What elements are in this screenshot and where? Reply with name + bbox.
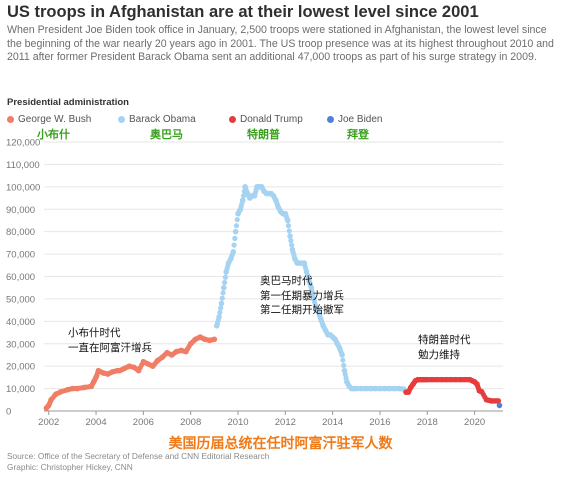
chart-subtitle: When President Joe Biden took office in … — [7, 24, 554, 64]
annotation-trump-line-1: 特朗普时代 — [418, 334, 471, 346]
legend-cn-trump: 特朗普 — [247, 129, 280, 141]
series-donald-trump — [403, 376, 502, 404]
grid-lines — [44, 141, 503, 412]
y-tick-label: 120,000 — [6, 138, 40, 149]
annotation-bush: 小布什时代 一直在阿富汗增兵 — [68, 326, 152, 355]
y-tick-label: 30,000 — [6, 339, 35, 350]
data-point-trail — [218, 305, 224, 311]
y-tick-label: 0 — [6, 407, 11, 418]
annotation-obama-line-2: 第一任期暴力增兵 — [260, 289, 344, 302]
data-point — [230, 249, 237, 255]
legend-dot-biden — [327, 116, 334, 123]
data-point — [211, 336, 218, 343]
x-tick-label: 2014 — [322, 417, 343, 428]
x-tick-label: 2020 — [464, 417, 485, 428]
legend: George W. Bush Barack Obama Donald Trump… — [7, 114, 557, 128]
data-point-trail — [222, 279, 228, 286]
legend-label-obama: Barack Obama — [129, 114, 196, 125]
graphic-credit: Graphic: Christopher Hickey, CNN — [7, 461, 133, 472]
data-point-trail — [234, 217, 240, 223]
y-tick-label: 100,000 — [6, 182, 40, 193]
legend-dot-trump — [229, 116, 236, 123]
annotation-obama-line-3: 第二任期开始撤军 — [260, 304, 344, 316]
x-tick-label: 2006 — [133, 417, 154, 428]
series-joe-biden — [496, 402, 503, 409]
y-tick-label: 20,000 — [6, 362, 35, 373]
y-tick-label: 60,000 — [6, 272, 35, 283]
legend-item-obama: Barack Obama — [118, 114, 196, 125]
data-point — [232, 228, 239, 235]
legend-title: Presidential administration — [7, 97, 129, 108]
legend-dot-bush — [7, 116, 14, 123]
legend-item-bush: George W. Bush — [7, 114, 91, 125]
data-point-trail — [285, 223, 292, 229]
x-tick-label: 2004 — [85, 417, 106, 428]
data-point — [216, 314, 222, 320]
x-tick-label: 2018 — [417, 417, 438, 428]
legend-label-trump: Donald Trump — [240, 114, 303, 125]
annotation-bush-line-1: 小布什时代 — [68, 327, 121, 339]
y-tick-label: 110,000 — [6, 160, 40, 171]
annotation-obama: 奥巴马时代 第一任期暴力增兵 第二任期开始撤军 — [260, 274, 344, 318]
data-point — [496, 402, 503, 409]
y-tick-label: 10,000 — [6, 384, 35, 395]
legend-cn-obama: 奥巴马 — [150, 129, 183, 141]
series-barack-obama — [213, 184, 407, 392]
legend-label-biden: Joe Biden — [338, 114, 383, 125]
legend-cn-bush: 小布什 — [37, 129, 70, 141]
data-point-trail — [232, 235, 238, 241]
legend-label-bush: George W. Bush — [18, 114, 92, 125]
data-point — [284, 217, 291, 224]
x-axis-ticks: 2002 2004 2006 2008 2010 2012 2014 2016 2018 2020 — [38, 411, 485, 428]
data-point — [339, 352, 345, 358]
annotation-obama-line-1: 奥巴马时代 — [260, 275, 313, 287]
data-point-trail — [286, 228, 292, 234]
x-tick-label: 2012 — [275, 417, 296, 428]
source-credits: Source: Office of the Secretary of Defen… — [7, 451, 269, 472]
data-point-trail — [220, 290, 226, 296]
data-point-trail — [217, 309, 223, 315]
data-points — [43, 184, 503, 411]
y-tick-label: 40,000 — [6, 317, 35, 328]
data-point-trail — [341, 362, 347, 369]
data-point — [221, 284, 227, 291]
y-axis-ticks: 0 10,000 20,000 30,000 40,000 50,000 60,000 70,… — [6, 138, 40, 418]
data-point — [287, 233, 293, 239]
x-tick-label: 2008 — [180, 417, 201, 428]
annotation-bush-line-2: 一直在阿富汗增兵 — [68, 341, 152, 354]
data-point-trail — [288, 238, 294, 244]
y-tick-label: 50,000 — [6, 294, 35, 305]
source-line: Source: Office of the Secretary of Defen… — [7, 451, 270, 461]
bottom-caption: 美国历届总统在任时阿富汗驻军人数 — [168, 436, 393, 452]
data-point — [218, 300, 225, 307]
data-point-trail — [233, 223, 240, 229]
data-point-trail — [231, 242, 237, 248]
y-tick-label: 80,000 — [6, 227, 35, 238]
legend-item-trump: Donald Trump — [229, 114, 303, 125]
data-point-trail — [219, 295, 225, 301]
y-tick-label: 70,000 — [6, 250, 35, 261]
data-point-trail — [340, 357, 346, 363]
legend-cn-biden: 拜登 — [347, 129, 369, 141]
annotation-trump-line-2: 勉力维持 — [418, 348, 460, 361]
data-point-trail — [289, 242, 295, 248]
chart-title: US troops in Afghanistan are at their lo… — [7, 3, 479, 21]
data-point-trail — [222, 274, 228, 280]
x-tick-label: 2010 — [227, 417, 248, 428]
data-point — [239, 197, 246, 204]
x-tick-label: 2002 — [38, 417, 59, 428]
legend-dot-obama — [118, 116, 125, 123]
legend-item-biden: Joe Biden — [327, 114, 382, 125]
data-point-trail — [240, 193, 247, 199]
data-point — [495, 398, 502, 404]
annotation-trump: 特朗普时代 勉力维持 — [418, 333, 471, 362]
series-george-w-bush — [43, 334, 218, 411]
x-tick-label: 2016 — [369, 417, 390, 428]
y-tick-label: 90,000 — [6, 205, 35, 216]
